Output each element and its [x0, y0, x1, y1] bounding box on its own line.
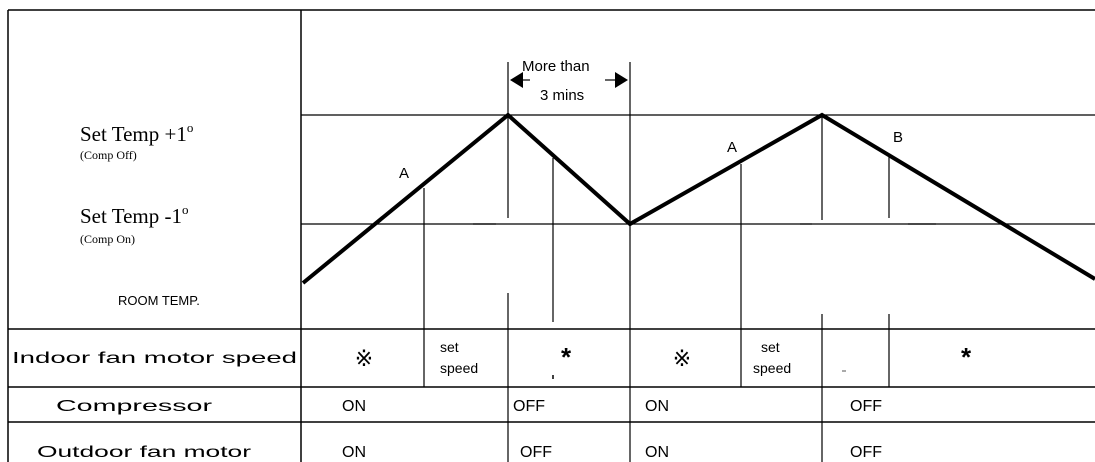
indoor-fan-row-label: Indoor fan motor speed: [12, 350, 297, 367]
indoor-fan-cell-2a: set: [440, 339, 459, 355]
outdoor-fan-cell-1: ON: [342, 444, 366, 461]
compressor-cell-4: OFF: [850, 398, 882, 415]
indoor-fan-cell-3: *: [561, 342, 572, 372]
compressor-cell-3: ON: [645, 398, 669, 415]
compressor-cell-1: ON: [342, 398, 366, 415]
room-temp-label: ROOM TEMP.: [118, 293, 200, 308]
indoor-fan-cell-5b: speed: [753, 360, 791, 376]
timing-markers: [423, 62, 936, 462]
outdoor-fan-cell-4: OFF: [850, 444, 882, 461]
indoor-fan-cell-6: *: [961, 342, 972, 372]
set-temp-low-degree: o: [182, 202, 189, 217]
outdoor-fan-cell-3: ON: [645, 444, 669, 461]
set-temp-high-text: Set Temp +1: [80, 122, 187, 146]
outdoor-fan-row-label: Outdoor fan motor: [37, 444, 252, 461]
duration-text-line2: 3 mins: [540, 87, 584, 104]
room-temp-curve: [301, 112, 1095, 285]
set-temp-low-note: (Comp On): [80, 232, 135, 246]
diagram-frame: [7, 9, 1095, 462]
set-temp-low-text: Set Temp -1: [80, 204, 182, 228]
compressor-row-label: Compressor: [56, 398, 213, 415]
duration-annotation: More than 3 mins: [510, 58, 628, 104]
arrow-left-icon: [510, 72, 523, 88]
set-temp-high-note: (Comp Off): [80, 148, 137, 162]
outdoor-fan-cell-2: OFF: [520, 444, 552, 461]
indoor-fan-cell-2b: speed: [440, 360, 478, 376]
arrow-right-icon: [615, 72, 628, 88]
point-label-a2: A: [727, 139, 737, 156]
compressor-cell-2: OFF: [513, 398, 545, 415]
point-label-a1: A: [399, 165, 409, 182]
threshold-lines: [301, 114, 1095, 225]
set-temp-high-degree: o: [187, 120, 194, 135]
set-temp-high-label: Set Temp +1o: [80, 120, 193, 146]
indoor-fan-cell-5a: set: [761, 339, 780, 355]
duration-text-line1: More than: [522, 58, 590, 75]
indoor-fan-cell-4: ※: [673, 346, 691, 371]
set-temp-low-label: Set Temp -1o: [80, 202, 188, 228]
indoor-fan-cell-1: ※: [355, 346, 373, 371]
point-label-b: B: [893, 129, 903, 146]
